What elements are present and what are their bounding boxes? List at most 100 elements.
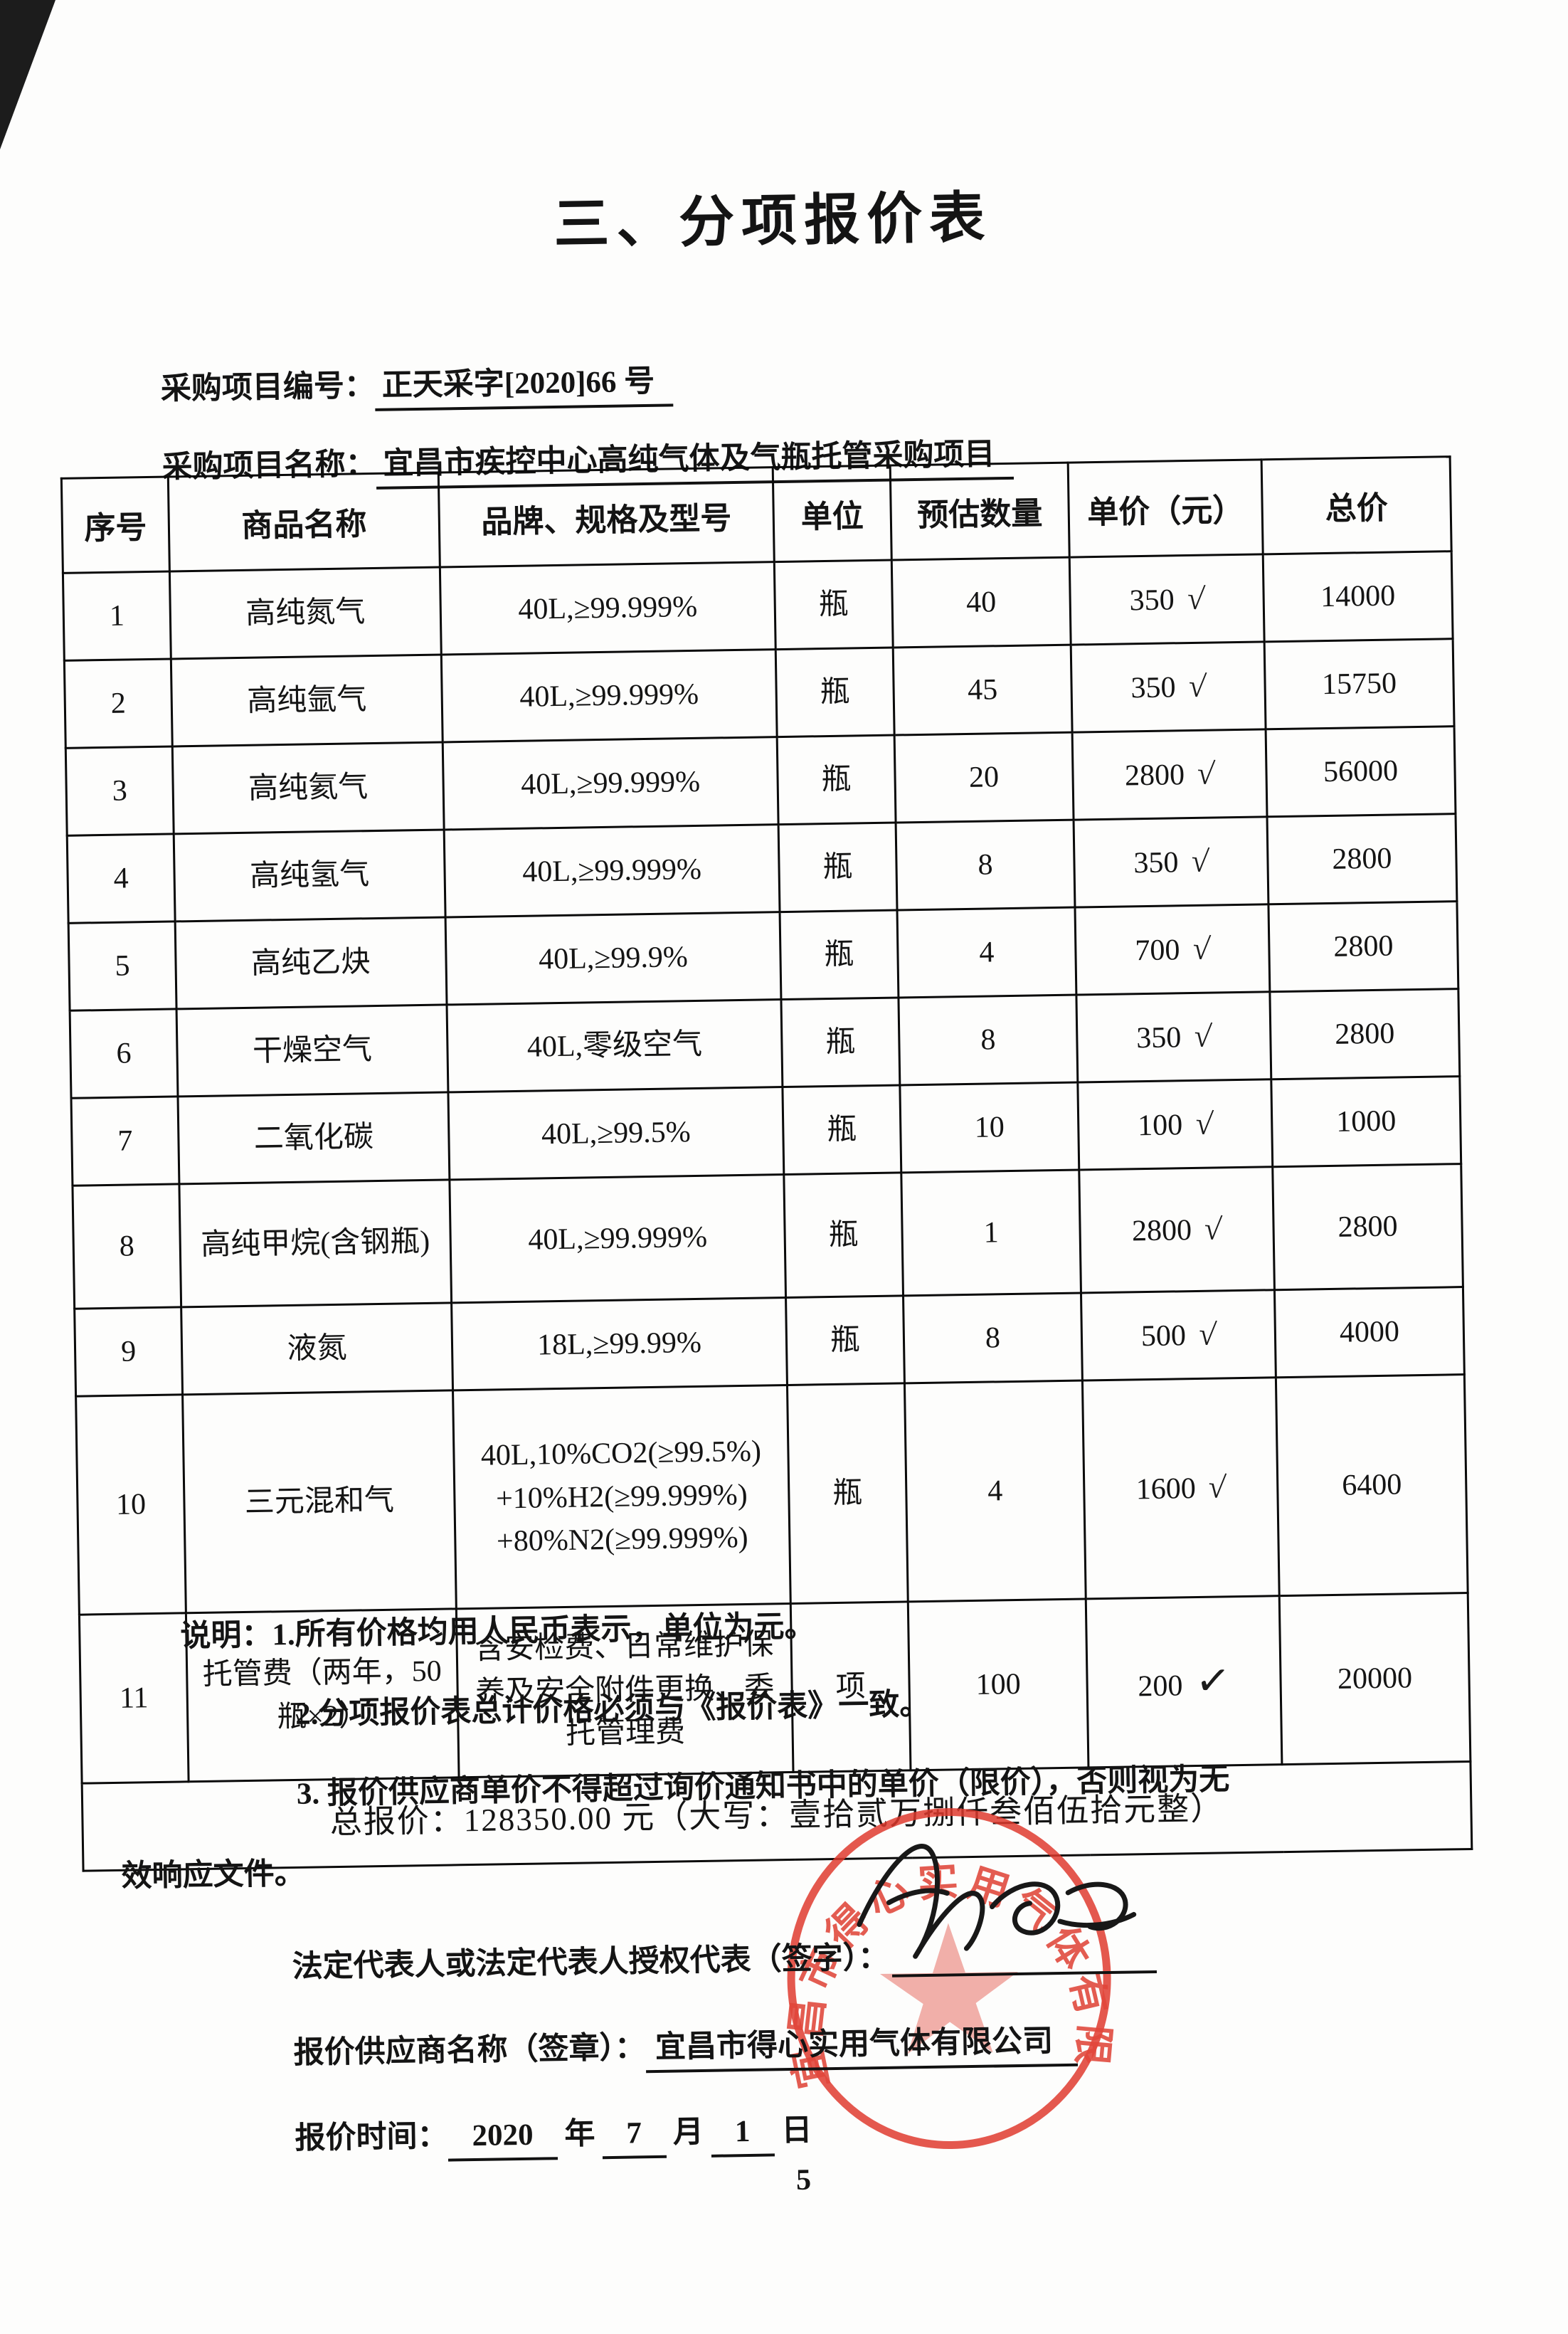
date-year: 2020	[447, 2118, 558, 2162]
cell-product: 干燥空气	[176, 1004, 448, 1097]
cell-spec: 40L,≥99.999%	[440, 561, 776, 655]
cell-index: 6	[70, 1008, 178, 1099]
cell-price: 2800 √	[1072, 729, 1268, 820]
col-header-qty: 预估数量	[890, 463, 1070, 561]
cell-qty: 1	[901, 1170, 1081, 1296]
col-header-spec: 品牌、规格及型号	[438, 467, 775, 568]
project-number-line: 采购项目编号： 正天采字[2020]66 号	[160, 351, 1012, 411]
cell-spec: 40L,≥99.999%	[449, 1174, 786, 1303]
handwritten-check-mark: √	[1192, 1018, 1213, 1055]
col-header-index: 序号	[61, 477, 170, 574]
date-label: 报价时间：	[295, 2119, 448, 2156]
page-title: 三、分项报价表	[553, 186, 992, 255]
col-header-total: 总价	[1261, 456, 1452, 554]
cell-spec: 40L,≥99.5%	[447, 1087, 784, 1180]
date-day-suffix: 日	[781, 2113, 812, 2148]
cell-product: 三元混和气	[182, 1390, 457, 1613]
cell-index: 3	[65, 746, 174, 836]
cell-unit: 瓶	[785, 1295, 905, 1385]
cell-unit: 瓶	[777, 735, 896, 825]
quote-table-body: 1 高纯氮气 40L,≥99.999% 瓶 40 350 √ 14000 2 高纯…	[63, 551, 1471, 1784]
unit-price: 350	[1135, 1021, 1182, 1055]
cell-product: 二氧化碳	[177, 1092, 450, 1184]
col-header-price: 单价（元）	[1068, 459, 1264, 558]
cell-spec: 40L,零级空气	[447, 999, 783, 1092]
cell-product: 液氮	[181, 1302, 453, 1395]
cell-index: 8	[72, 1183, 181, 1309]
date-month-suffix: 月	[672, 2115, 704, 2150]
col-header-product: 商品名称	[168, 472, 440, 572]
handwritten-signature	[857, 1844, 1137, 1959]
company-red-stamp: 宜昌市得心实用气体有限公司	[776, 1801, 1118, 2150]
unit-price: 1600	[1135, 1472, 1197, 1506]
cell-index: 1	[63, 571, 171, 661]
representative-label: 法定代表人或法定代表人授权代表（签字）：	[292, 1940, 889, 1985]
cell-total: 56000	[1266, 726, 1456, 817]
cell-price: 700 √	[1074, 904, 1270, 996]
quote-date-line: 报价时间： 2020 年 7 月 1 日	[295, 2100, 1159, 2162]
cell-index: 4	[67, 833, 176, 924]
cell-unit: 瓶	[787, 1383, 909, 1604]
date-month: 7	[602, 2116, 667, 2160]
cell-qty: 4	[904, 1380, 1086, 1602]
supplier-name-value: 宜昌市得心实用气体有限公司	[645, 2024, 1078, 2074]
cell-price: 350 √	[1074, 816, 1268, 908]
cell-product: 高纯氦气	[172, 742, 445, 834]
cell-product: 高纯氮气	[169, 567, 442, 659]
cell-index: 7	[71, 1096, 179, 1186]
cell-price: 350 √	[1069, 554, 1265, 645]
cell-unit: 瓶	[774, 560, 894, 650]
handwritten-check-mark: √	[1202, 1210, 1224, 1247]
cell-product: 高纯氩气	[171, 655, 443, 746]
cell-price: 1600 √	[1082, 1377, 1280, 1599]
handwritten-check-mark: √	[1207, 1469, 1228, 1506]
project-number-value: 正天采字[2020]66 号	[374, 364, 674, 411]
cell-unit: 瓶	[775, 648, 895, 737]
cell-price: 500 √	[1081, 1289, 1276, 1380]
cell-spec: 40L,≥99.999%	[441, 649, 778, 743]
unit-price: 500	[1140, 1319, 1187, 1353]
col-header-unit: 单位	[773, 465, 892, 562]
cell-product: 高纯乙炔	[175, 917, 447, 1009]
table-row: 10 三元混和气 40L,10%CO2(≥99.5%) +10%H2(≥99.9…	[75, 1374, 1468, 1615]
handwritten-check-mark: √	[1197, 1316, 1218, 1353]
cell-index: 9	[74, 1306, 183, 1397]
cell-spec: 18L,≥99.99%	[451, 1297, 788, 1390]
cell-unit: 瓶	[780, 909, 899, 1000]
unit-price: 350	[1129, 584, 1175, 618]
cell-qty: 8	[896, 820, 1075, 910]
cell-qty: 10	[899, 1082, 1079, 1173]
cell-price: 350 √	[1076, 991, 1271, 1083]
handwritten-check-mark: √	[1194, 1105, 1214, 1142]
cell-total: 1000	[1271, 1076, 1461, 1167]
cell-unit: 瓶	[780, 997, 900, 1087]
cell-price: 350 √	[1071, 641, 1266, 733]
cell-spec: 40L,10%CO2(≥99.5%) +10%H2(≥99.999%) +80%…	[452, 1385, 791, 1609]
cell-qty: 4	[897, 907, 1076, 998]
handwritten-check-mark: √	[1190, 843, 1210, 880]
cell-unit: 瓶	[778, 823, 898, 912]
cell-total: 2800	[1269, 988, 1460, 1079]
cell-total: 15750	[1264, 638, 1455, 729]
unit-price: 100	[1137, 1109, 1183, 1143]
cell-index: 5	[68, 921, 177, 1011]
cell-total: 14000	[1263, 551, 1453, 642]
cell-spec: 40L,≥99.999%	[443, 736, 779, 830]
cell-total: 2800	[1268, 901, 1458, 992]
cell-qty: 40	[891, 557, 1071, 648]
cell-qty: 20	[894, 732, 1074, 823]
cell-total: 2800	[1267, 813, 1457, 904]
cell-price: 2800 √	[1079, 1166, 1275, 1294]
handwritten-check-mark: √	[1185, 580, 1206, 617]
note-line: 2.分项报价表总计价格必须与《报价表》一致。	[295, 1687, 931, 1731]
cell-spec: 40L,≥99.9%	[445, 912, 781, 1005]
cell-product: 高纯氢气	[174, 829, 446, 922]
unit-price: 350	[1130, 671, 1176, 705]
cell-product: 高纯甲烷(含钢瓶)	[179, 1179, 452, 1307]
handwritten-check-mark: √	[1187, 667, 1207, 704]
cell-total: 6400	[1276, 1374, 1468, 1596]
cell-total: 4000	[1274, 1287, 1465, 1378]
cell-spec: 40L,≥99.999%	[444, 824, 780, 917]
